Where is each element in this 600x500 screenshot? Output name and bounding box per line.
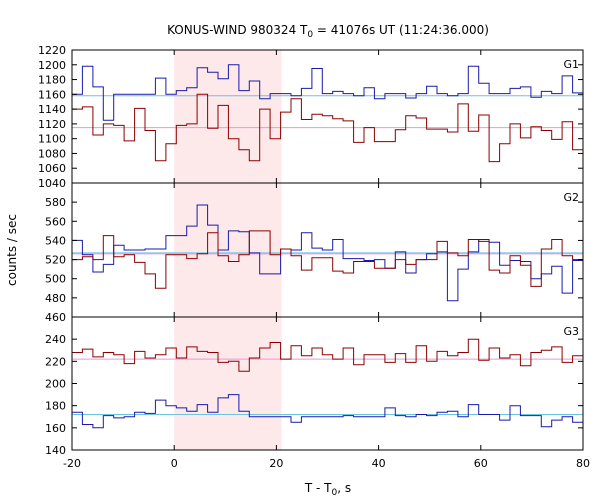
y-tick-label-g1: 1200 bbox=[38, 59, 66, 72]
y-tick-label-g1: 1100 bbox=[38, 133, 66, 146]
x-tick-label: 0 bbox=[171, 457, 178, 470]
y-tick-label-g3: 200 bbox=[45, 378, 66, 391]
series-g3-0 bbox=[72, 338, 583, 372]
y-tick-label-g2: 500 bbox=[45, 273, 66, 286]
y-tick-label-g2: 460 bbox=[45, 311, 66, 324]
panel-label-g2: G2 bbox=[563, 191, 579, 204]
series-g2-0 bbox=[72, 204, 583, 302]
y-tick-label-g1: 1220 bbox=[38, 44, 66, 57]
x-tick-label: 80 bbox=[576, 457, 590, 470]
series-g1-0 bbox=[72, 64, 583, 121]
y-tick-label-g3: 140 bbox=[45, 444, 66, 457]
y-tick-label-g2: 580 bbox=[45, 196, 66, 209]
y-tick-label-g2: 560 bbox=[45, 215, 66, 228]
tick-layer bbox=[71, 49, 584, 451]
series-g2-1 bbox=[72, 230, 583, 289]
panel-label-g3: G3 bbox=[563, 325, 579, 338]
panel-label-g1: G1 bbox=[563, 58, 579, 71]
series-layer bbox=[72, 64, 583, 429]
y-tick-label-g3: 180 bbox=[45, 400, 66, 413]
series-g3-1 bbox=[72, 394, 583, 429]
series-g1-1 bbox=[72, 93, 583, 163]
x-tick-label: 40 bbox=[372, 457, 386, 470]
x-tick-label: -20 bbox=[63, 457, 81, 470]
y-tick-label-g1: 1180 bbox=[38, 74, 66, 87]
y-tick-label-g2: 480 bbox=[45, 292, 66, 305]
y-axis-title: counts / sec bbox=[5, 214, 19, 286]
y-tick-label-g1: 1120 bbox=[38, 118, 66, 131]
x-tick-label: 20 bbox=[269, 457, 283, 470]
y-tick-label-g3: 240 bbox=[45, 333, 66, 346]
y-tick-label-g1: 1040 bbox=[38, 177, 66, 190]
y-tick-label-g2: 540 bbox=[45, 234, 66, 247]
chart-title: KONUS-WIND 980324 T0 = 41076s UT (11:24:… bbox=[167, 23, 489, 40]
x-axis-title: T - T0, s bbox=[304, 481, 351, 498]
y-tick-label-g3: 220 bbox=[45, 355, 66, 368]
y-tick-label-g1: 1160 bbox=[38, 88, 66, 101]
label-layer: 1040106010801100112011401160118012001220… bbox=[38, 44, 590, 470]
y-tick-label-g3: 160 bbox=[45, 422, 66, 435]
y-tick-label-g2: 520 bbox=[45, 254, 66, 267]
x-tick-label: 60 bbox=[474, 457, 488, 470]
y-tick-label-g1: 1140 bbox=[38, 103, 66, 116]
y-tick-label-g1: 1080 bbox=[38, 147, 66, 160]
background-lines bbox=[72, 95, 583, 416]
y-tick-label-g1: 1060 bbox=[38, 162, 66, 175]
